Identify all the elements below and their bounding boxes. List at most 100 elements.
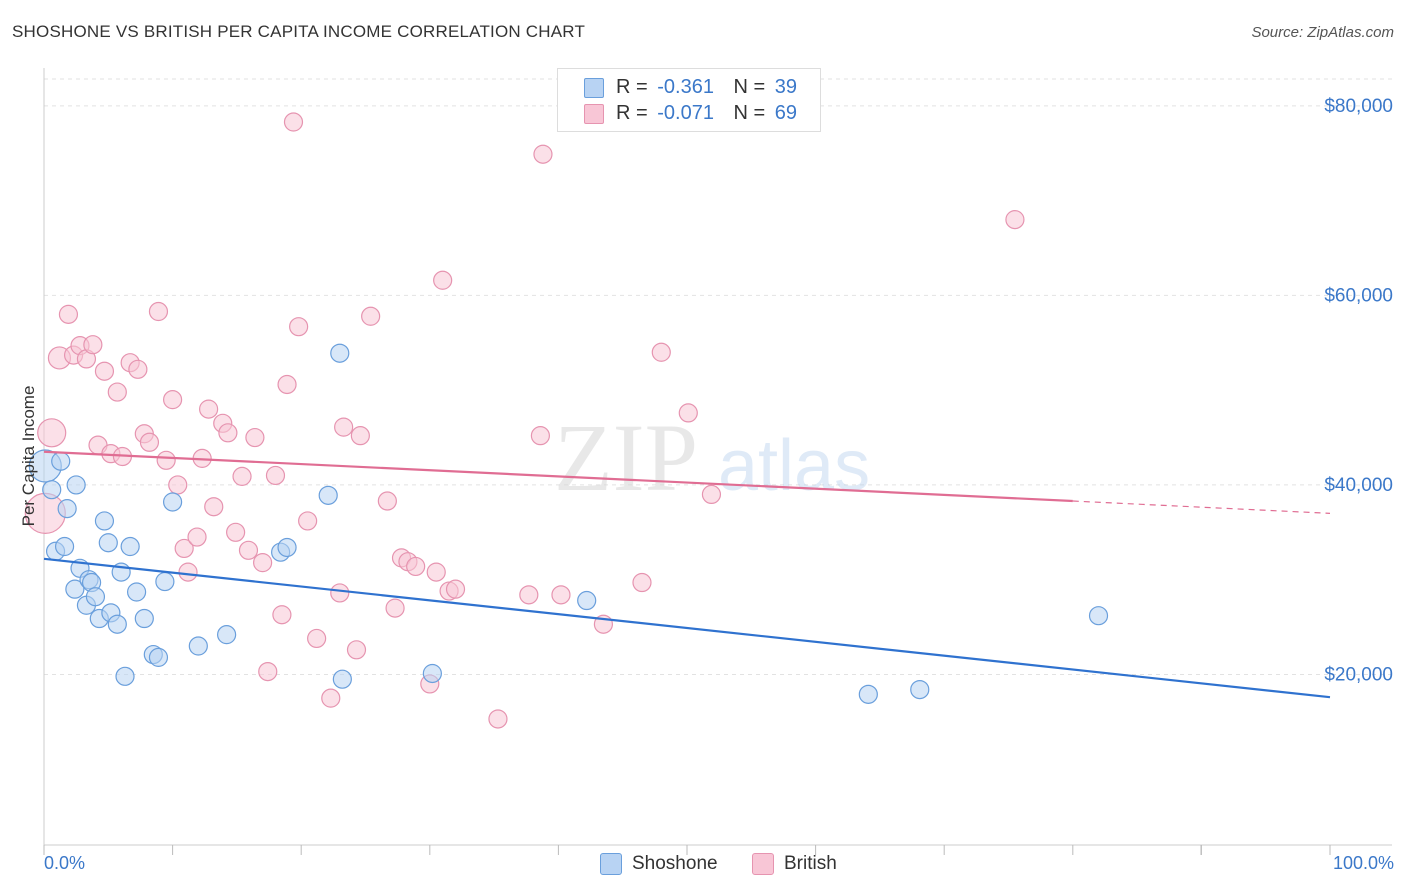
shoshone-point-25	[155, 571, 175, 592]
british-point-63	[632, 572, 652, 593]
shoshone-point-12	[85, 587, 106, 607]
british-point-48	[385, 598, 405, 618]
british-point-47	[361, 306, 381, 326]
british-r-value: -0.071	[657, 102, 714, 124]
series-legend-shoshone: Shoshone	[600, 852, 730, 876]
y-tick-label-0: $20,000	[1324, 664, 1393, 685]
british-point-60	[533, 144, 553, 164]
shoshone-point-3	[57, 499, 77, 519]
british-point-19	[163, 390, 183, 410]
series-legend-british: British	[752, 852, 862, 876]
british-point-9	[94, 361, 115, 381]
shoshone-point-20	[120, 536, 140, 557]
shoshone-point-32	[330, 343, 350, 363]
shoshone-point-28	[217, 625, 237, 645]
british-point-18	[156, 450, 176, 470]
british-point-3	[58, 304, 79, 324]
british-point-53	[426, 562, 446, 582]
british-point-29	[226, 522, 246, 542]
british-point-22	[178, 562, 198, 582]
watermark-zip: ZIP	[554, 404, 698, 511]
shoshone-n-label: N =	[733, 76, 766, 98]
y-tick-label-3: $80,000	[1324, 96, 1393, 117]
x-ticks	[43, 845, 1331, 855]
shoshone-legend-swatch	[600, 853, 622, 875]
shoshone-point-26	[163, 492, 183, 512]
shoshone-legend-label: Shoshone	[632, 853, 718, 874]
shoshone-point-2	[51, 451, 71, 471]
british-point-16	[139, 432, 160, 452]
british-point-25	[199, 399, 219, 419]
shoshone-r-label: R =	[616, 76, 648, 98]
legend-text-shoshone: R = -0.361 N = 39	[616, 76, 797, 99]
x-tick-label-min: 0.0%	[44, 853, 85, 873]
british-point-54	[433, 270, 453, 290]
british-trend-line-extension	[1072, 500, 1331, 514]
watermark-atlas: atlas	[718, 426, 870, 506]
shoshone-point-36	[858, 684, 878, 704]
british-point-66	[701, 484, 722, 505]
shoshone-trend-line	[43, 557, 1331, 699]
british-point-20	[168, 475, 188, 495]
british-point-31	[238, 540, 259, 560]
shoshone-point-30	[277, 537, 297, 558]
british-legend-label: British	[784, 853, 837, 874]
chart-title: SHOSHONE VS BRITISH PER CAPITA INCOME CO…	[12, 22, 586, 41]
shoshone-point-35	[577, 590, 597, 611]
correlation-legend: R = -0.361 N = 39 R = -0.071 N = 69	[557, 68, 821, 132]
shoshone-point-38	[1088, 606, 1109, 626]
shoshone-point-34	[422, 663, 442, 684]
shoshone-point-15	[98, 533, 118, 553]
shoshone-point-17	[107, 614, 127, 634]
british-point-38	[283, 112, 304, 132]
british-point-44	[334, 417, 354, 437]
shoshone-point-33	[332, 669, 352, 689]
british-n-label: N =	[733, 102, 766, 124]
british-point-65	[678, 403, 698, 423]
british-point-33	[253, 553, 273, 573]
shoshone-point-6	[65, 579, 85, 599]
british-point-42	[321, 688, 341, 708]
british-point-58	[519, 585, 539, 605]
shoshone-point-24	[148, 647, 169, 667]
chart-source: Source: ZipAtlas.com	[1251, 24, 1394, 41]
british-point-61	[551, 585, 571, 605]
british-point-41	[307, 628, 327, 649]
british-points	[24, 112, 1025, 729]
y-axis-label: Per Capita Income	[19, 386, 38, 527]
shoshone-point-31	[318, 485, 338, 505]
british-point-67	[1005, 210, 1025, 230]
x-tick-label-max: 100.0%	[1333, 853, 1394, 873]
shoshone-point-21	[126, 582, 147, 602]
legend-text-british: R = -0.071 N = 69	[616, 102, 797, 125]
british-point-35	[265, 465, 286, 486]
british-point-14	[128, 359, 148, 379]
british-point-17	[148, 301, 169, 322]
british-point-32	[245, 427, 265, 448]
y-tick-labels: $20,000 $40,000 $60,000 $80,000	[1324, 96, 1393, 686]
y-tick-label-1: $40,000	[1324, 475, 1393, 496]
british-point-57	[488, 709, 508, 729]
trend-lines	[43, 450, 1331, 699]
british-point-11	[107, 382, 127, 402]
british-point-7	[83, 335, 103, 355]
british-point-46	[350, 426, 370, 446]
gridlines	[44, 78, 1392, 675]
british-point-39	[289, 317, 309, 337]
shoshone-n-value: 39	[774, 76, 798, 98]
shoshone-swatch	[584, 78, 604, 98]
shoshone-point-7	[66, 475, 86, 495]
british-point-1	[37, 418, 67, 448]
british-n-value: 69	[774, 102, 798, 124]
british-point-34	[258, 661, 278, 682]
british-point-36	[272, 605, 292, 625]
british-point-23	[187, 527, 207, 547]
british-point-45	[346, 640, 367, 660]
british-point-30	[232, 466, 252, 486]
british-point-43	[330, 583, 350, 603]
shoshone-r-value: -0.361	[657, 76, 714, 98]
british-point-56	[445, 579, 466, 599]
british-point-28	[218, 423, 238, 443]
british-trend-line	[43, 450, 1073, 503]
